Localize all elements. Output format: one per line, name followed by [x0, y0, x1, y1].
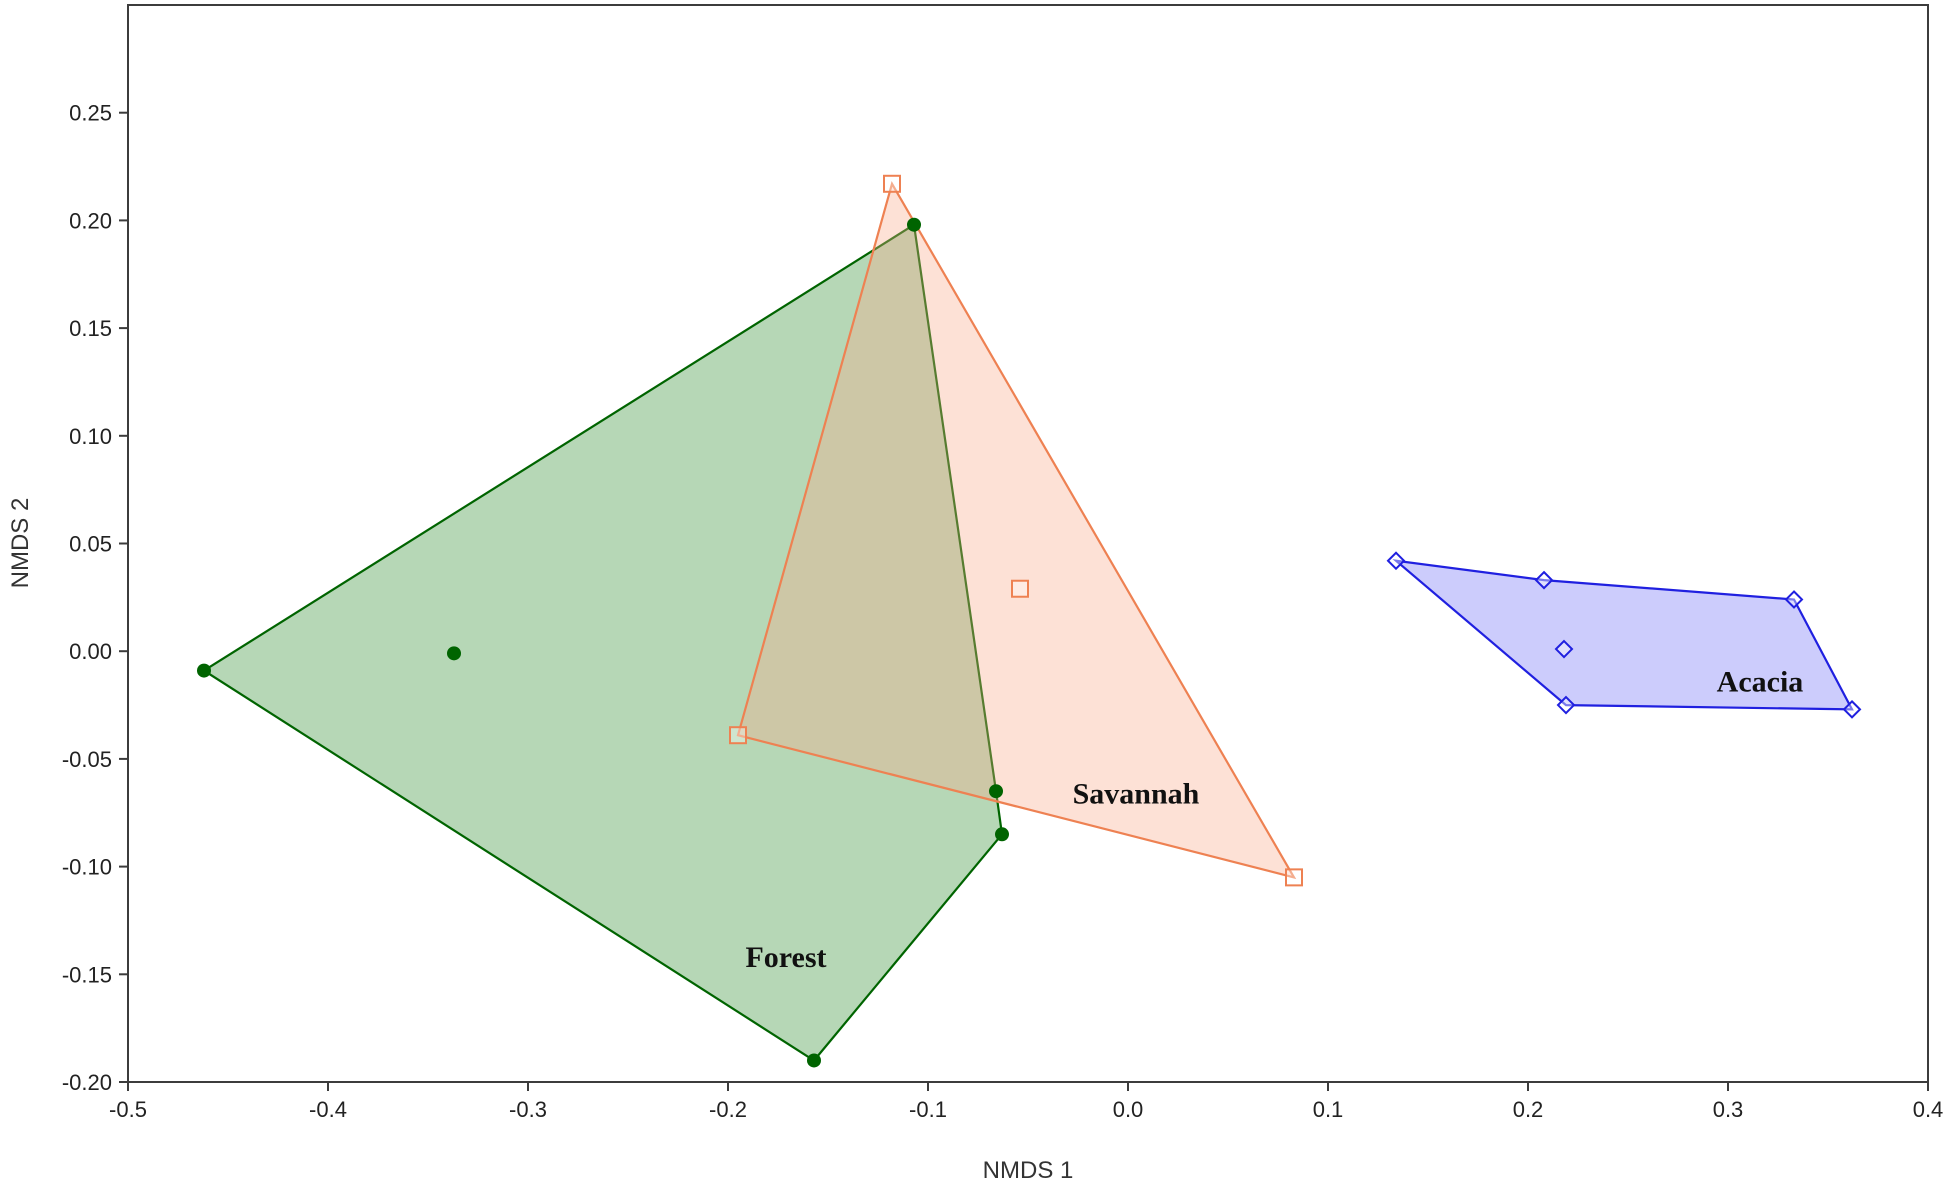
forest-point: [989, 784, 1003, 799]
forest-point: [807, 1053, 821, 1068]
x-tick-label: -0.3: [509, 1097, 547, 1122]
savannah-point: [1285, 868, 1303, 887]
y-tick-label: -0.15: [62, 962, 112, 987]
y-tick-label: 0.00: [69, 639, 112, 664]
x-tick-label: -0.1: [909, 1097, 947, 1122]
acacia-group-label: Acacia: [1717, 665, 1804, 698]
x-tick-label: 0.3: [1713, 1097, 1744, 1122]
x-axis: -0.5 -0.4 -0.3 -0.2 -0.1 0.0 0.1 0.2 0.3 0.4: [109, 1082, 1943, 1122]
y-tick-label: -0.20: [62, 1070, 112, 1095]
x-tick-label: 0.1: [1313, 1097, 1344, 1122]
acacia-point: [1386, 551, 1406, 571]
acacia-point: [1842, 699, 1862, 719]
x-tick-label: 0.2: [1513, 1097, 1544, 1122]
x-axis-label: NMDS 1: [983, 1157, 1074, 1184]
savannah-group-label: Savannah: [1073, 777, 1200, 810]
acacia-point: [1554, 639, 1574, 659]
y-tick-label: 0.25: [69, 101, 112, 126]
x-tick-label: -0.4: [309, 1097, 347, 1122]
acacia-point: [1534, 570, 1554, 590]
acacia-point: [1784, 590, 1804, 609]
hulls-layer: [201, 180, 1854, 1062]
acacia-hull: [1392, 559, 1854, 711]
forest-point: [907, 217, 921, 232]
y-tick-label: 0.05: [69, 532, 112, 557]
forest-point: [995, 827, 1009, 842]
forest-hull: [201, 222, 1004, 1062]
savannah-hull: [736, 180, 1297, 880]
y-tick-label: 0.15: [69, 316, 112, 341]
y-axis: -0.20 -0.15 -0.10 -0.05 0.00 0.05 0.10 0.15 0.20…: [62, 101, 128, 1095]
x-tick-label: -0.5: [109, 1097, 147, 1122]
y-tick-label: 0.20: [69, 208, 112, 233]
x-tick-label: 0.4: [1913, 1097, 1944, 1122]
forest-group-label: Forest: [745, 941, 826, 974]
savannah-point: [883, 174, 901, 193]
points-layer: [197, 174, 1862, 1068]
forest-point: [447, 646, 461, 661]
x-tick-label: 0.0: [1113, 1097, 1144, 1122]
savannah-point: [729, 726, 747, 745]
y-tick-label: -0.10: [62, 855, 112, 880]
y-tick-label: -0.05: [62, 747, 112, 772]
group-labels-layer: Forest Savannah Acacia: [745, 665, 1803, 974]
forest-point: [197, 663, 211, 678]
savannah-point: [1011, 579, 1029, 598]
acacia-point: [1556, 695, 1576, 715]
x-tick-label: -0.2: [709, 1097, 747, 1122]
y-tick-label: 0.10: [69, 424, 112, 449]
y-axis-label: NMDS 2: [7, 498, 34, 589]
